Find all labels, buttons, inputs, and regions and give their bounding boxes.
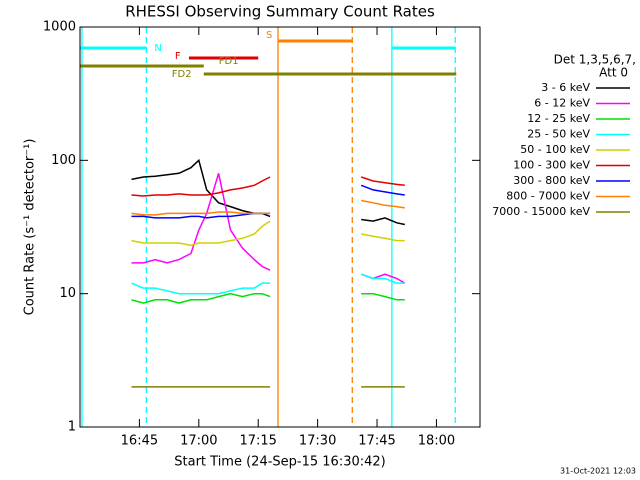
x-tick-label: 17:30: [299, 434, 336, 449]
footer: 31-Oct-2021 12:03: [560, 467, 636, 476]
x-tick-label: 16:45: [121, 434, 158, 449]
x-tick-label: 18:00: [418, 434, 455, 449]
legend-label: 3 - 6 keV: [541, 81, 590, 94]
flag-label: FD2: [172, 69, 192, 80]
x-axis-label: Start Time (24-Sep-15 16:30:42): [174, 455, 385, 470]
legend-label: 50 - 100 keV: [520, 143, 590, 156]
chart-title: RHESSI Observing Summary Count Rates: [125, 3, 435, 21]
y-axis-label: Count Rate (s⁻¹ detector⁻¹): [23, 139, 38, 316]
y-tick-label: 1: [68, 420, 76, 435]
x-tick-label: 17:00: [180, 434, 217, 449]
series-line: [131, 176, 405, 197]
series-line: [131, 199, 405, 216]
legend-label: 100 - 300 keV: [513, 159, 590, 172]
legend-label: 25 - 50 keV: [527, 128, 590, 141]
flag-label: FD1: [219, 56, 239, 67]
legend-label: 12 - 25 keV: [527, 112, 590, 125]
series-line: [131, 220, 405, 247]
legend-header: Att 0: [599, 66, 628, 80]
legend-header: Det 1,3,5,6,7,: [554, 53, 636, 67]
x-tick-label: 17:15: [239, 434, 276, 449]
series-line: [131, 292, 405, 304]
x-tick-label: 17:45: [358, 434, 395, 449]
legend-label: 7000 - 15000 keV: [492, 205, 590, 218]
plot-frame: [79, 26, 481, 428]
series-line: [131, 273, 405, 295]
legend-label: 300 - 800 keV: [513, 174, 590, 187]
legend-label: 6 - 12 keV: [534, 97, 590, 110]
y-tick-label: 1000: [43, 20, 76, 35]
y-tick-label: 100: [51, 153, 76, 168]
y-tick-label: 10: [59, 286, 76, 301]
flag-label: S: [266, 30, 272, 41]
flag-label: N: [154, 43, 161, 54]
legend-label: 800 - 7000 keV: [506, 190, 590, 203]
flag-label: F: [175, 51, 181, 62]
